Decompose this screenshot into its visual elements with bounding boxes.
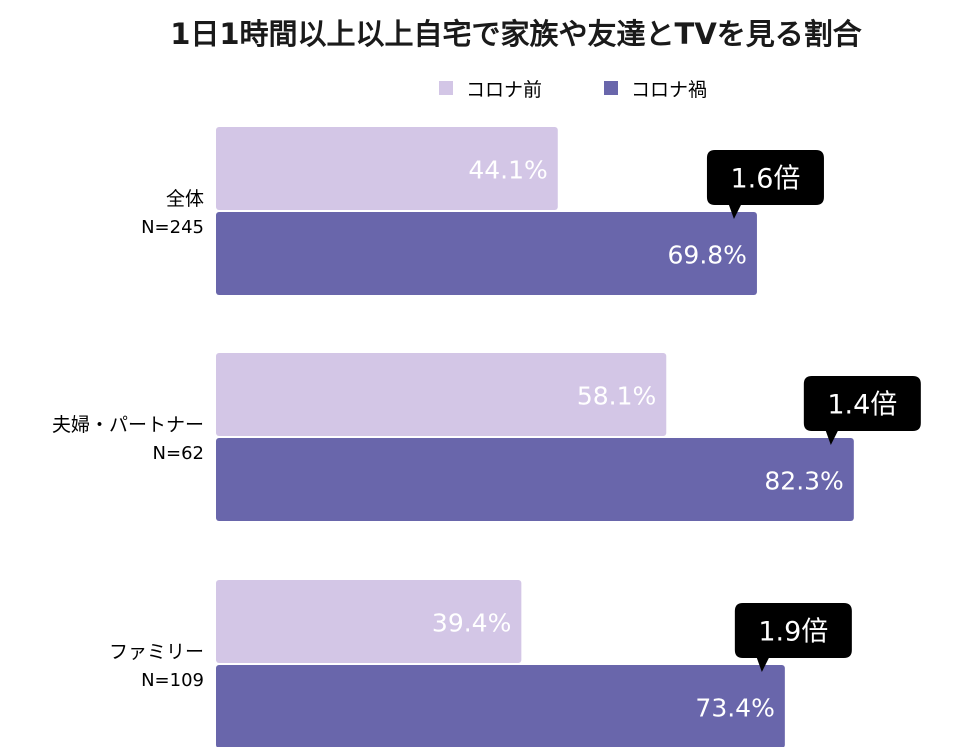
bar-before <box>216 127 558 210</box>
bar-group: 44.1% 69.8% 全体 N=245 1.6倍 <box>141 127 824 295</box>
bar-label-before: 58.1% <box>577 382 656 411</box>
callout-label: 1.6倍 <box>730 164 800 195</box>
category-n-label: N=245 <box>141 217 204 238</box>
category-n-label: N=62 <box>153 443 204 464</box>
legend-label-during: コロナ禍 <box>631 79 707 101</box>
callout-label: 1.4倍 <box>827 390 897 421</box>
bar-group: 39.4% 73.4% ファミリー N=109 1.9倍 <box>109 580 852 747</box>
bar-label-during: 73.4% <box>695 694 774 723</box>
bar-label-during: 82.3% <box>764 467 843 496</box>
callout-label: 1.9倍 <box>758 617 828 648</box>
bar-label-during: 69.8% <box>668 241 747 270</box>
callout-bubble <box>803 376 921 445</box>
bar-before <box>216 580 522 663</box>
bar-during <box>216 438 854 521</box>
bar-before <box>216 353 667 436</box>
bar-group: 58.1% 82.3% 夫婦・パートナー N=62 1.4倍 <box>52 353 921 521</box>
bar-during <box>216 665 785 747</box>
category-label: ファミリー <box>109 641 204 663</box>
plot-area: 44.1% 69.8% 全体 N=245 1.6倍 58.1% 82.3% 夫婦・パートナー N… <box>52 127 921 747</box>
category-label: 夫婦・パートナー <box>52 414 204 436</box>
bar-label-before: 39.4% <box>432 609 511 638</box>
bar-during <box>216 212 757 295</box>
legend-swatch-during <box>604 81 618 95</box>
legend-label-before: コロナ前 <box>466 79 542 101</box>
ratio-callout: 1.4倍 <box>803 376 921 445</box>
bar-label-before: 44.1% <box>468 156 547 185</box>
callout-bubble <box>734 603 852 672</box>
category-n-label: N=109 <box>141 670 204 691</box>
legend: コロナ前 コロナ禍 <box>439 79 707 101</box>
ratio-callout: 1.9倍 <box>734 603 852 672</box>
chart-title: 1日1時間以上以上自宅で家族や友達とTVを見る割合 <box>170 17 862 51</box>
legend-swatch-before <box>439 81 453 95</box>
category-label: 全体 <box>166 188 204 210</box>
callout-bubble <box>706 150 824 219</box>
ratio-callout: 1.6倍 <box>706 150 824 219</box>
